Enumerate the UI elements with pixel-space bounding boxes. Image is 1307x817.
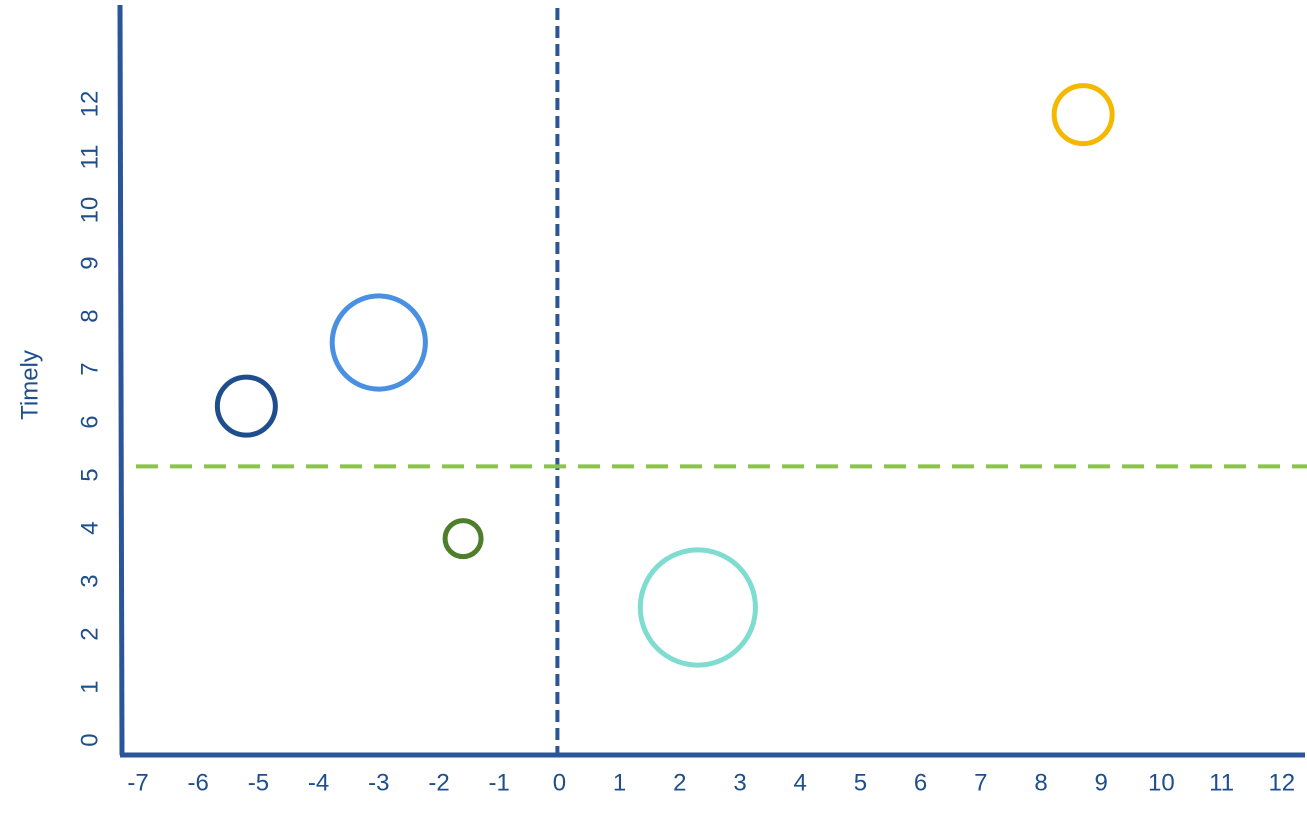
x-tick-label: 4 xyxy=(794,770,807,797)
y-tick-label: 2 xyxy=(77,627,104,640)
x-tick-label: -2 xyxy=(428,770,449,797)
y-tick-label: 3 xyxy=(77,574,104,587)
data-point-2 xyxy=(329,293,428,392)
axes xyxy=(117,4,1305,758)
y-tick-label: 8 xyxy=(77,309,104,322)
reference-lines xyxy=(136,8,1307,755)
x-tick-label: 2 xyxy=(673,770,686,797)
x-tick-label: 10 xyxy=(1148,770,1175,797)
x-tick-label: 6 xyxy=(914,770,927,797)
data-point-1 xyxy=(214,374,278,438)
y-tick-label: 5 xyxy=(77,468,104,481)
data-point-5 xyxy=(1051,83,1115,147)
x-axis-ticks: -7 -6 -5 -4 -3 -2 -1 0 1 2 3 4 5 6 7 8 9 10 11 12 xyxy=(127,770,1295,797)
x-tick-label: -1 xyxy=(489,770,510,797)
y-tick-label: 7 xyxy=(77,362,104,375)
y-tick-label: 9 xyxy=(77,256,104,269)
y-tick-label: 6 xyxy=(77,415,104,428)
x-tick-label: 1 xyxy=(613,770,626,797)
x-tick-label: 11 xyxy=(1209,770,1234,797)
x-tick-label: 3 xyxy=(733,770,746,797)
y-axis-label: Timely xyxy=(17,350,44,420)
x-tick-label: -4 xyxy=(308,770,329,797)
x-tick-label: 8 xyxy=(1034,770,1047,797)
data-point-4 xyxy=(637,547,758,668)
y-tick-label: 4 xyxy=(77,521,104,534)
x-tick-label: -3 xyxy=(368,770,389,797)
x-tick-label: 9 xyxy=(1095,770,1108,797)
x-tick-label: 12 xyxy=(1268,770,1295,797)
y-tick-label: 12 xyxy=(77,91,104,118)
y-tick-label: 0 xyxy=(77,733,104,746)
y-tick-label: 11 xyxy=(77,145,104,170)
data-point-3 xyxy=(442,518,484,560)
x-tick-label: -7 xyxy=(127,770,148,797)
y-tick-label: 10 xyxy=(77,197,104,224)
data-points xyxy=(214,83,1115,668)
x-tick-label: 7 xyxy=(974,770,987,797)
x-tick-label: 0 xyxy=(553,770,566,797)
y-axis-line xyxy=(117,4,125,756)
x-tick-label: 5 xyxy=(854,770,867,797)
y-tick-label: 1 xyxy=(77,680,104,693)
x-tick-label: -5 xyxy=(248,770,269,797)
x-tick-label: -6 xyxy=(188,770,209,797)
